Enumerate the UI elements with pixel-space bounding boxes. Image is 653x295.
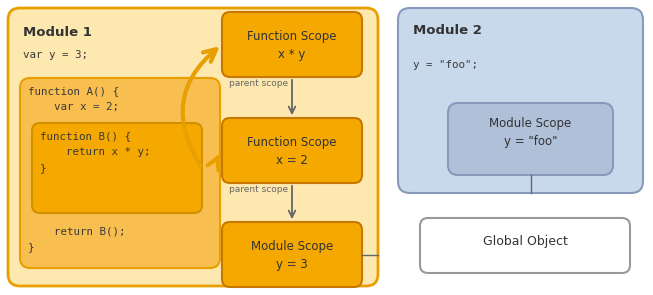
Text: }: } xyxy=(28,242,35,252)
Text: x * y: x * y xyxy=(278,48,306,61)
Text: var x = 2;: var x = 2; xyxy=(28,102,119,112)
Text: Global Object: Global Object xyxy=(483,235,567,248)
Text: y = "foo": y = "foo" xyxy=(503,135,557,148)
Text: }: } xyxy=(40,163,46,173)
FancyBboxPatch shape xyxy=(398,8,643,193)
Text: parent scope: parent scope xyxy=(229,185,288,194)
FancyBboxPatch shape xyxy=(222,12,362,77)
Text: var y = 3;: var y = 3; xyxy=(23,50,88,60)
FancyBboxPatch shape xyxy=(8,8,378,286)
FancyBboxPatch shape xyxy=(222,222,362,287)
FancyBboxPatch shape xyxy=(448,103,613,175)
Text: Module 1: Module 1 xyxy=(23,26,92,39)
Text: Module 2: Module 2 xyxy=(413,24,482,37)
Text: Function Scope: Function Scope xyxy=(247,136,337,149)
Text: return x * y;: return x * y; xyxy=(40,147,150,157)
FancyBboxPatch shape xyxy=(420,218,630,273)
Text: y = 3: y = 3 xyxy=(276,258,308,271)
FancyBboxPatch shape xyxy=(32,123,202,213)
Text: return B();: return B(); xyxy=(28,226,125,236)
Text: parent scope: parent scope xyxy=(229,79,288,88)
Text: x = 2: x = 2 xyxy=(276,154,308,167)
Text: function A() {: function A() { xyxy=(28,86,119,96)
Text: function B() {: function B() { xyxy=(40,131,131,141)
Text: y = "foo";: y = "foo"; xyxy=(413,60,478,70)
FancyBboxPatch shape xyxy=(222,118,362,183)
Text: Module Scope: Module Scope xyxy=(251,240,333,253)
Text: Module Scope: Module Scope xyxy=(489,117,571,130)
Text: Function Scope: Function Scope xyxy=(247,30,337,43)
FancyBboxPatch shape xyxy=(20,78,220,268)
